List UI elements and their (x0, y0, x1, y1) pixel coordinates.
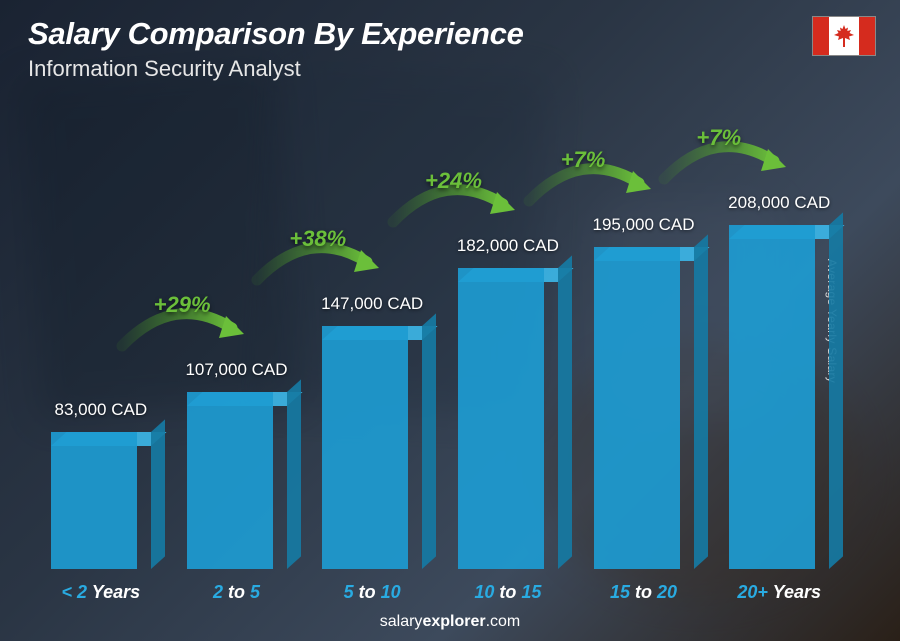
bar-slot: +7%208,000 CAD20+ Years (718, 193, 840, 569)
bar-side-face (558, 256, 572, 569)
country-flag-icon (812, 16, 876, 56)
bar-slot: +24%182,000 CAD10 to 15 (447, 236, 569, 569)
bar-category-label: 10 to 15 (474, 582, 541, 603)
bar-value-label: 147,000 CAD (321, 294, 423, 314)
growth-indicator: +38% (249, 232, 399, 292)
chart-subtitle: Information Security Analyst (28, 56, 524, 82)
growth-percent: +7% (696, 125, 741, 151)
bar-value-label: 195,000 CAD (592, 215, 694, 235)
bar-slot: +29%107,000 CAD2 to 5 (176, 360, 298, 569)
maple-leaf-icon (834, 25, 854, 47)
bar-slot: +38%147,000 CAD5 to 10 (311, 294, 433, 569)
growth-indicator: +24% (385, 174, 535, 234)
bar-category-label: 15 to 20 (610, 582, 677, 603)
bar-category-label: 2 to 5 (213, 582, 260, 603)
bar-side-face (829, 213, 843, 569)
bar-3d (729, 225, 829, 569)
bar-front-face (187, 392, 273, 569)
growth-indicator: +7% (656, 131, 806, 191)
footer-attribution: salaryexplorer.com (0, 613, 900, 631)
bar-side-face (694, 234, 708, 569)
bar-front-face (594, 247, 680, 569)
growth-percent: +7% (561, 147, 606, 173)
bar-front-face (322, 326, 408, 569)
footer-brand-bold: explorer (422, 613, 485, 630)
bar-side-face (287, 380, 301, 569)
bar-value-label: 107,000 CAD (185, 360, 287, 380)
bar-front-face (458, 268, 544, 569)
flag-center (829, 17, 859, 55)
bar-3d (51, 432, 151, 569)
bar-side-face (151, 419, 165, 569)
bar-category-label: < 2 Years (62, 582, 141, 603)
bar-category-label: 20+ Years (737, 582, 821, 603)
bar-front-face (51, 432, 137, 569)
bar-value-label: 182,000 CAD (457, 236, 559, 256)
bar-3d (187, 392, 287, 569)
bar-front-face (729, 225, 815, 569)
chart-title: Salary Comparison By Experience (28, 16, 524, 52)
bar-chart: 83,000 CAD< 2 Years+29%107,000 CAD2 to 5… (40, 99, 840, 569)
chart-header: Salary Comparison By Experience Informat… (28, 16, 524, 82)
growth-indicator: +7% (521, 153, 671, 213)
bar-value-label: 208,000 CAD (728, 193, 830, 213)
flag-band-left (813, 17, 829, 55)
bar-side-face (422, 314, 436, 569)
growth-percent: +38% (289, 226, 346, 252)
growth-indicator: +29% (114, 298, 264, 358)
bar-value-label: 83,000 CAD (55, 400, 148, 420)
growth-percent: +29% (154, 292, 211, 318)
bar-3d (458, 268, 558, 569)
flag-band-right (859, 17, 875, 55)
bar-slot: +7%195,000 CAD15 to 20 (583, 215, 705, 569)
bar-category-label: 5 to 10 (344, 582, 401, 603)
bar-slot: 83,000 CAD< 2 Years (40, 400, 162, 569)
bar-3d (322, 326, 422, 569)
bar-3d (594, 247, 694, 569)
growth-percent: +24% (425, 168, 482, 194)
footer-brand-light: salary (380, 613, 423, 630)
footer-suffix: .com (486, 613, 521, 630)
